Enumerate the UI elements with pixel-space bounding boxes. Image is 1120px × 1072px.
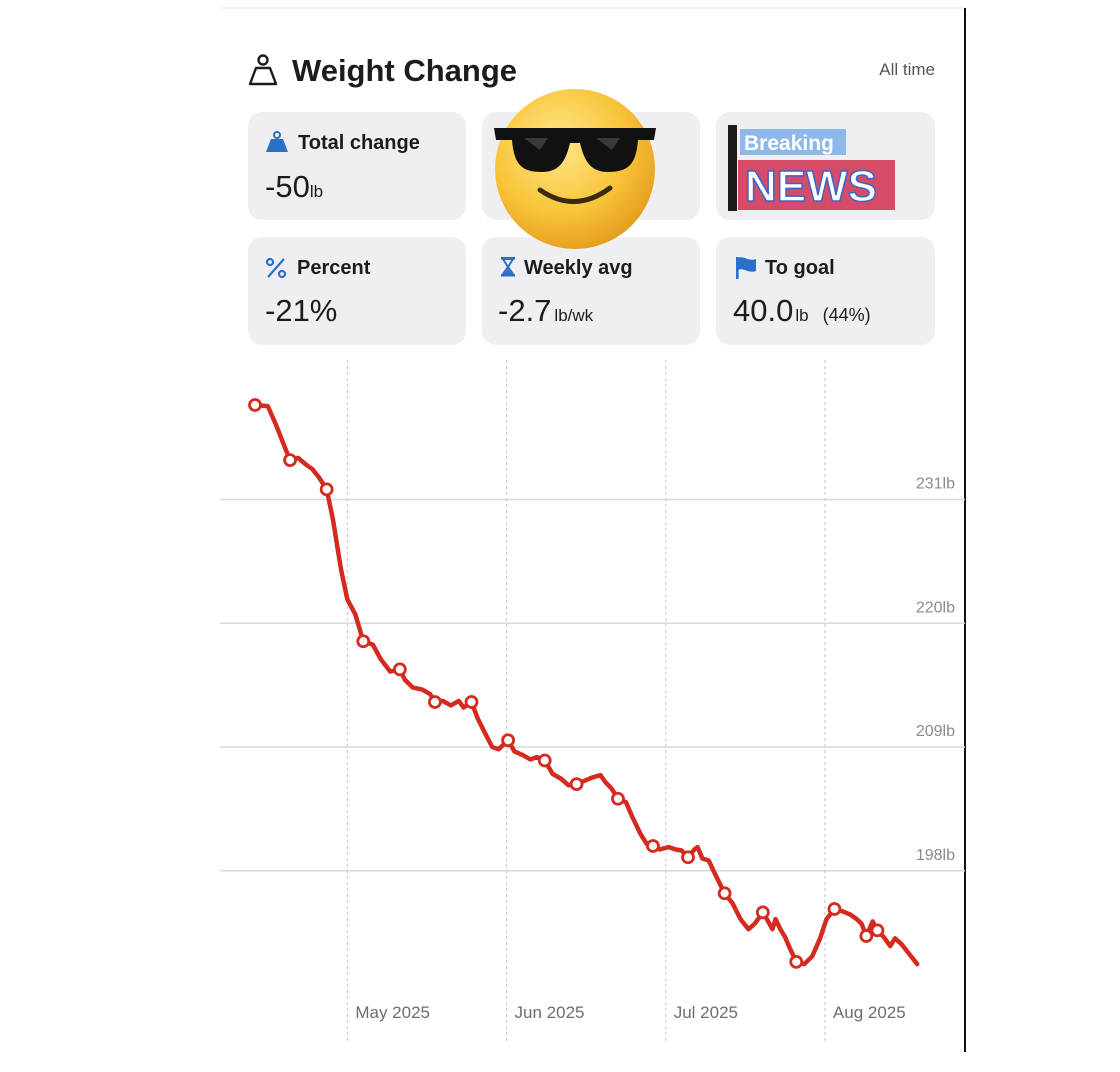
y-tick-label: 220lb <box>916 599 955 616</box>
card-value: 40.0 lb (44%) <box>733 293 871 328</box>
weight-icon-small <box>266 131 288 152</box>
value: -21% <box>265 293 337 328</box>
value: 40.0 <box>733 293 793 328</box>
y-tick-label: 198lb <box>916 847 955 864</box>
range-filter[interactable]: All time <box>879 60 935 79</box>
card-label: Total change <box>298 132 420 154</box>
hourglass-icon <box>501 257 515 277</box>
x-tick-label: Jun 2025 <box>515 1003 585 1022</box>
marker <box>755 905 770 920</box>
marker <box>681 850 695 865</box>
value: -2.7 <box>498 293 551 328</box>
marker <box>870 923 885 938</box>
marker <box>464 695 479 709</box>
marker <box>827 902 842 916</box>
card <box>248 112 466 220</box>
card-value: -2.7 lb/wk <box>498 293 594 328</box>
x-tick-label: May 2025 <box>355 1003 430 1022</box>
marker <box>501 733 516 748</box>
percent-icon <box>265 257 287 279</box>
marker <box>248 398 262 412</box>
unit: lb <box>310 182 323 201</box>
card-label: Weekly avg <box>524 257 633 279</box>
marker <box>283 453 297 468</box>
emoji <box>494 89 656 249</box>
card-label: To goal <box>765 257 835 279</box>
x-tick-label: Aug 2025 <box>833 1003 906 1022</box>
card-label: Percent <box>297 257 371 279</box>
marker <box>392 662 407 677</box>
sticker-text: Breaking <box>744 132 834 155</box>
unit: lb <box>795 306 808 325</box>
marker <box>537 753 552 768</box>
marker <box>789 954 804 969</box>
chart: 198lb 209lb 220lb 231lb May 2025 Jun 2025 Jul … <box>220 360 965 1042</box>
x-tick-label: Jul 2025 <box>674 1003 738 1022</box>
y-tick-label: 209lb <box>916 723 955 740</box>
weight-icon <box>248 54 278 86</box>
card <box>482 237 700 345</box>
title: Weight Change <box>292 53 517 88</box>
card-value: -50lb <box>265 169 323 204</box>
card <box>248 237 466 345</box>
marker <box>319 482 334 497</box>
value: -50 <box>265 169 310 204</box>
marker <box>356 634 371 649</box>
card-value: -21% <box>265 293 337 328</box>
flag-icon <box>736 257 756 279</box>
marker <box>646 839 660 853</box>
news-sticker: Breaking NEWS <box>728 125 895 212</box>
unit: lb/wk <box>554 306 593 325</box>
sticker-text: NEWS <box>745 162 877 211</box>
note: (44%) <box>823 305 871 325</box>
card <box>716 237 935 345</box>
marker <box>717 886 732 901</box>
marker <box>569 777 584 792</box>
line <box>252 402 920 967</box>
marker <box>859 929 874 943</box>
marker <box>428 695 442 709</box>
y-tick-label: 231lb <box>916 476 955 493</box>
marker <box>611 791 625 806</box>
